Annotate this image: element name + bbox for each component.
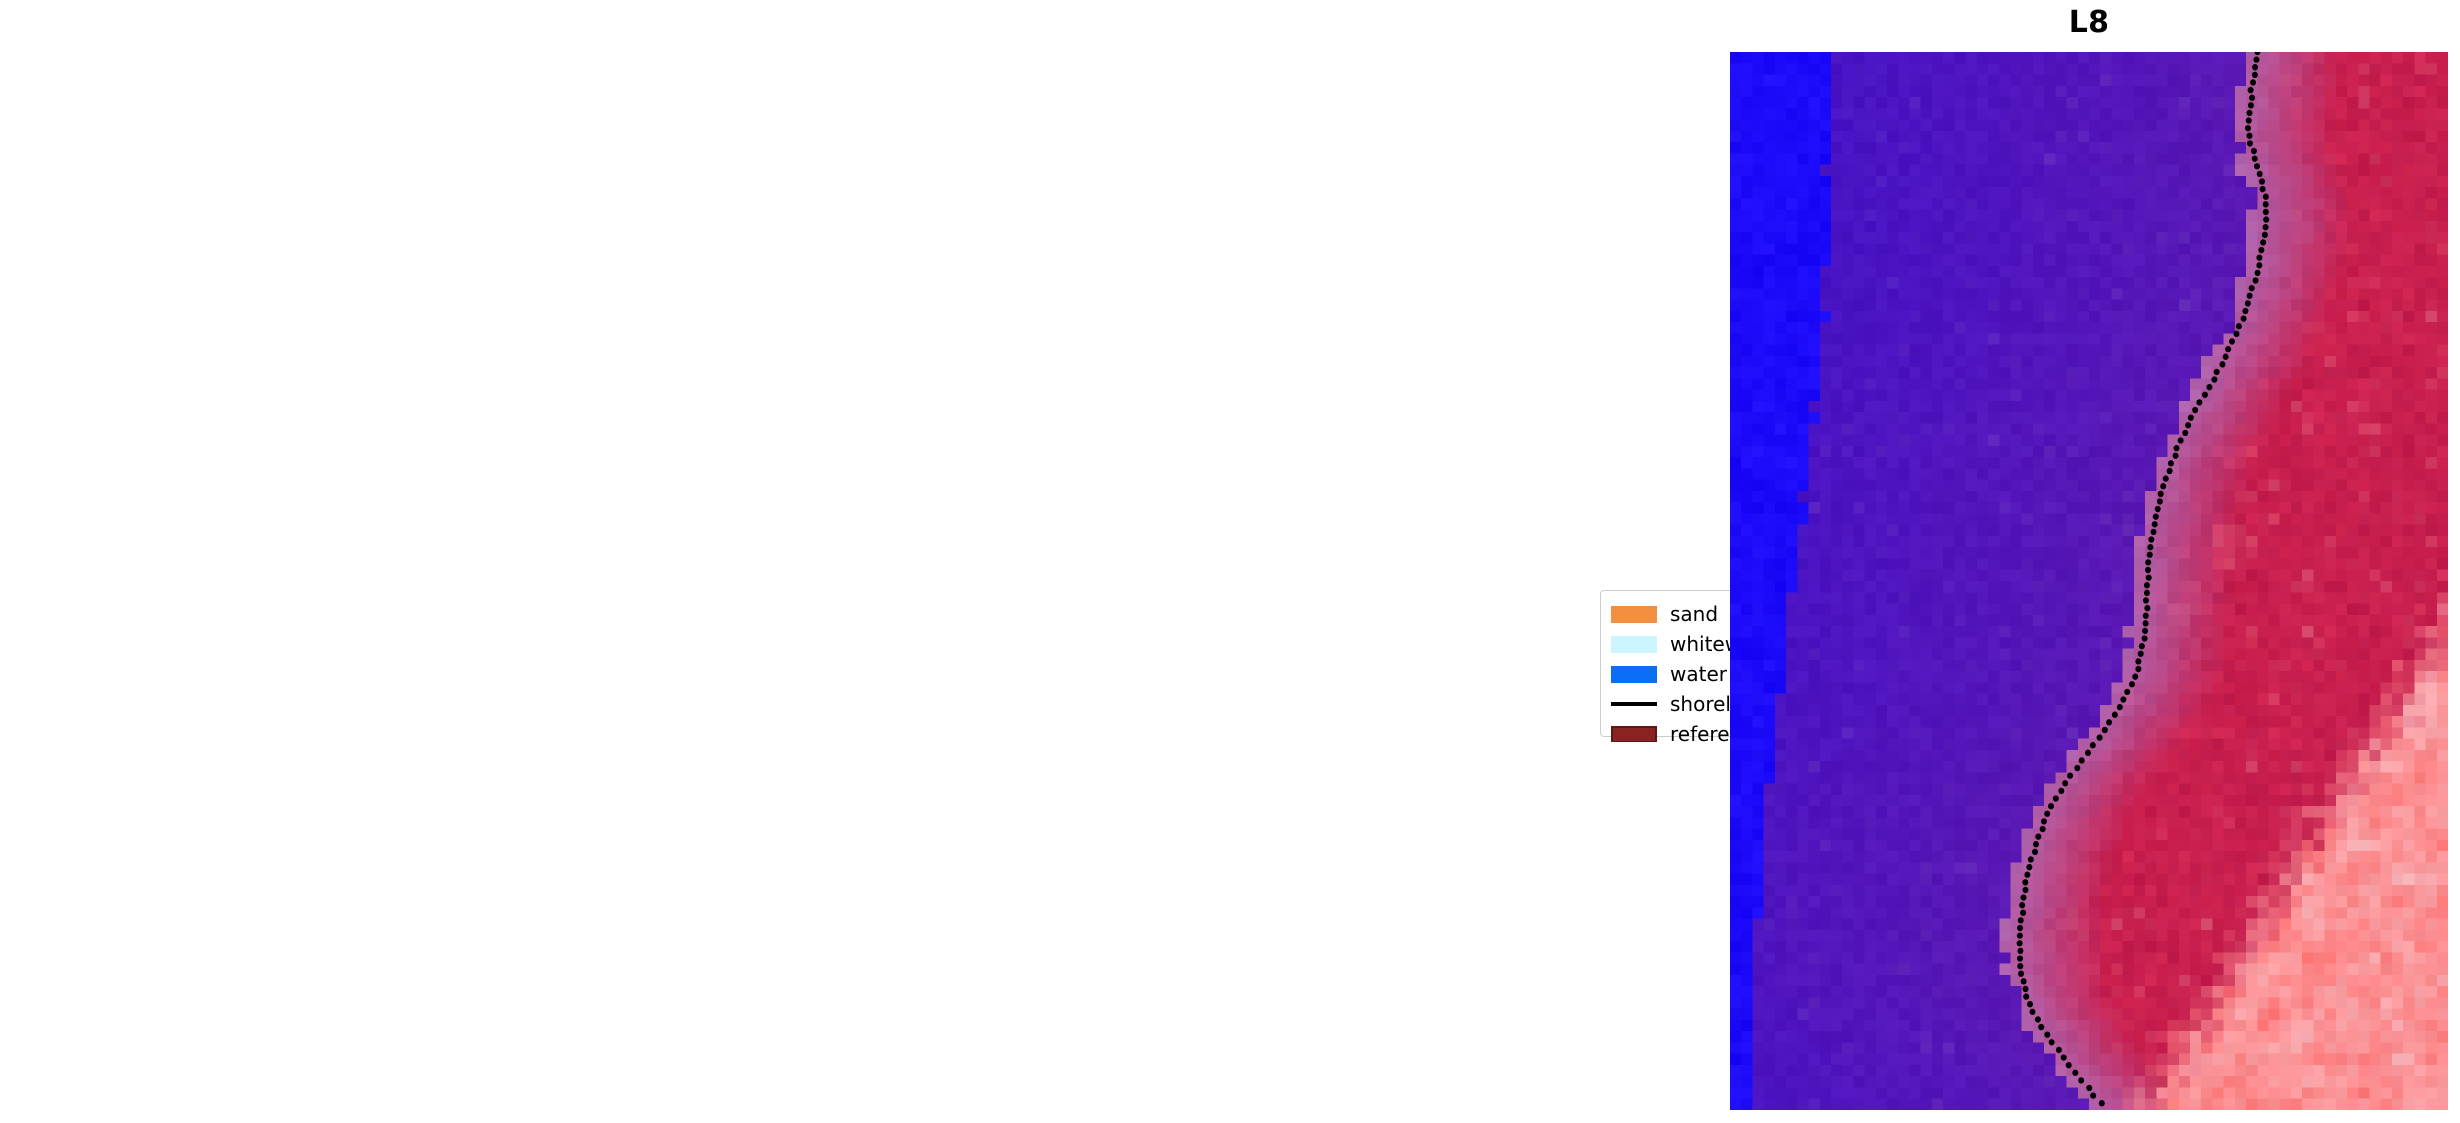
axes-l8-image[interactable] xyxy=(1730,52,2448,1110)
legend-line-shoreline xyxy=(1611,696,1657,713)
image-canvas-l8 xyxy=(1730,52,2448,1110)
legend-label-reference: referen xyxy=(1670,722,1730,742)
legend-swatch-water xyxy=(1611,665,1657,683)
image-canvas-rgb xyxy=(14,52,732,1110)
legend-swatch-whitewater xyxy=(1611,635,1657,653)
axes-classification[interactable] xyxy=(873,52,1591,1110)
legend-item-water[interactable]: water xyxy=(1611,659,1730,689)
legend-label-sand: sand xyxy=(1670,602,1719,626)
axes-rgb-image[interactable] xyxy=(14,52,732,1110)
image-canvas-classification xyxy=(873,52,1591,1110)
panel-title-l8: L8 xyxy=(2068,5,2110,40)
legend-swatch-reference xyxy=(1611,725,1657,742)
legend-item-reference[interactable]: referen xyxy=(1611,719,1730,742)
legend-label-water: water xyxy=(1670,662,1727,686)
legend-label-shoreline: shorel xyxy=(1670,692,1730,716)
legend-swatch-sand xyxy=(1611,605,1657,623)
panel-title-classification: 2024-01-04-10-12-23 xyxy=(1052,5,1412,40)
panel-title-rgb: sar0275 xyxy=(304,5,442,40)
legend-item-shoreline[interactable]: shorel xyxy=(1611,689,1730,719)
legend-item-sand[interactable]: sand xyxy=(1611,599,1730,629)
